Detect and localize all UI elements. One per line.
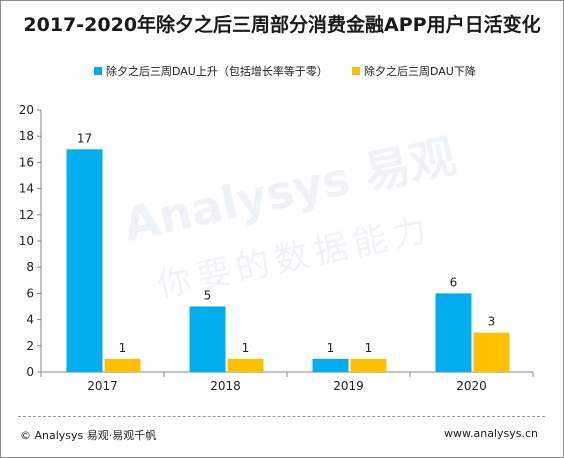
y-tick-label: 8 <box>26 260 34 274</box>
y-tick-label: 12 <box>19 208 34 222</box>
legend-item-down: 除夕之后三周DAU下降 <box>352 63 476 79</box>
bar-down <box>473 332 510 372</box>
data-label: 1 <box>327 341 335 355</box>
bar-up <box>312 358 349 372</box>
y-tick-label: 4 <box>26 313 34 327</box>
x-tick-label: 2019 <box>333 379 364 393</box>
footer-divider <box>18 416 545 417</box>
y-tick-label: 2 <box>26 339 34 353</box>
chart-title: 2017-2020年除夕之后三周部分消费金融APP用户日活变化 <box>23 14 541 36</box>
y-tick-label: 20 <box>19 103 34 117</box>
y-tick-label: 10 <box>19 234 34 248</box>
y-tick-label: 0 <box>26 365 34 379</box>
x-tick-label: 2018 <box>210 379 241 393</box>
y-tick-label: 16 <box>19 155 34 169</box>
bar-up <box>189 306 226 372</box>
data-label: 17 <box>77 131 92 145</box>
data-label: 6 <box>450 275 458 289</box>
legend-label-down: 除夕之后三周DAU下降 <box>364 65 476 78</box>
data-label: 5 <box>204 289 212 303</box>
x-tick-label: 2020 <box>456 379 487 393</box>
data-label: 3 <box>488 315 496 329</box>
bar-down <box>227 358 264 372</box>
bar-up <box>66 149 103 372</box>
y-tick-label: 6 <box>26 286 34 300</box>
legend-swatch-down <box>352 67 360 75</box>
footer-website: www.analysys.cn <box>444 427 538 440</box>
x-tick-label: 2017 <box>87 379 118 393</box>
y-tick-label: 18 <box>19 129 34 143</box>
bar-down <box>104 358 141 372</box>
legend-item-up: 除夕之后三周DAU上升（包括增长率等于零） <box>94 63 328 79</box>
footer-copyright: © Analysys 易观·易观千帆 <box>20 429 157 442</box>
data-label: 1 <box>365 341 373 355</box>
data-label: 1 <box>242 341 250 355</box>
data-label: 1 <box>119 341 127 355</box>
legend-swatch-up <box>94 67 102 75</box>
legend-label-up: 除夕之后三周DAU上升（包括增长率等于零） <box>106 65 328 78</box>
bar-up <box>435 293 472 372</box>
bar-down <box>350 358 387 372</box>
y-tick-label: 14 <box>19 182 34 196</box>
